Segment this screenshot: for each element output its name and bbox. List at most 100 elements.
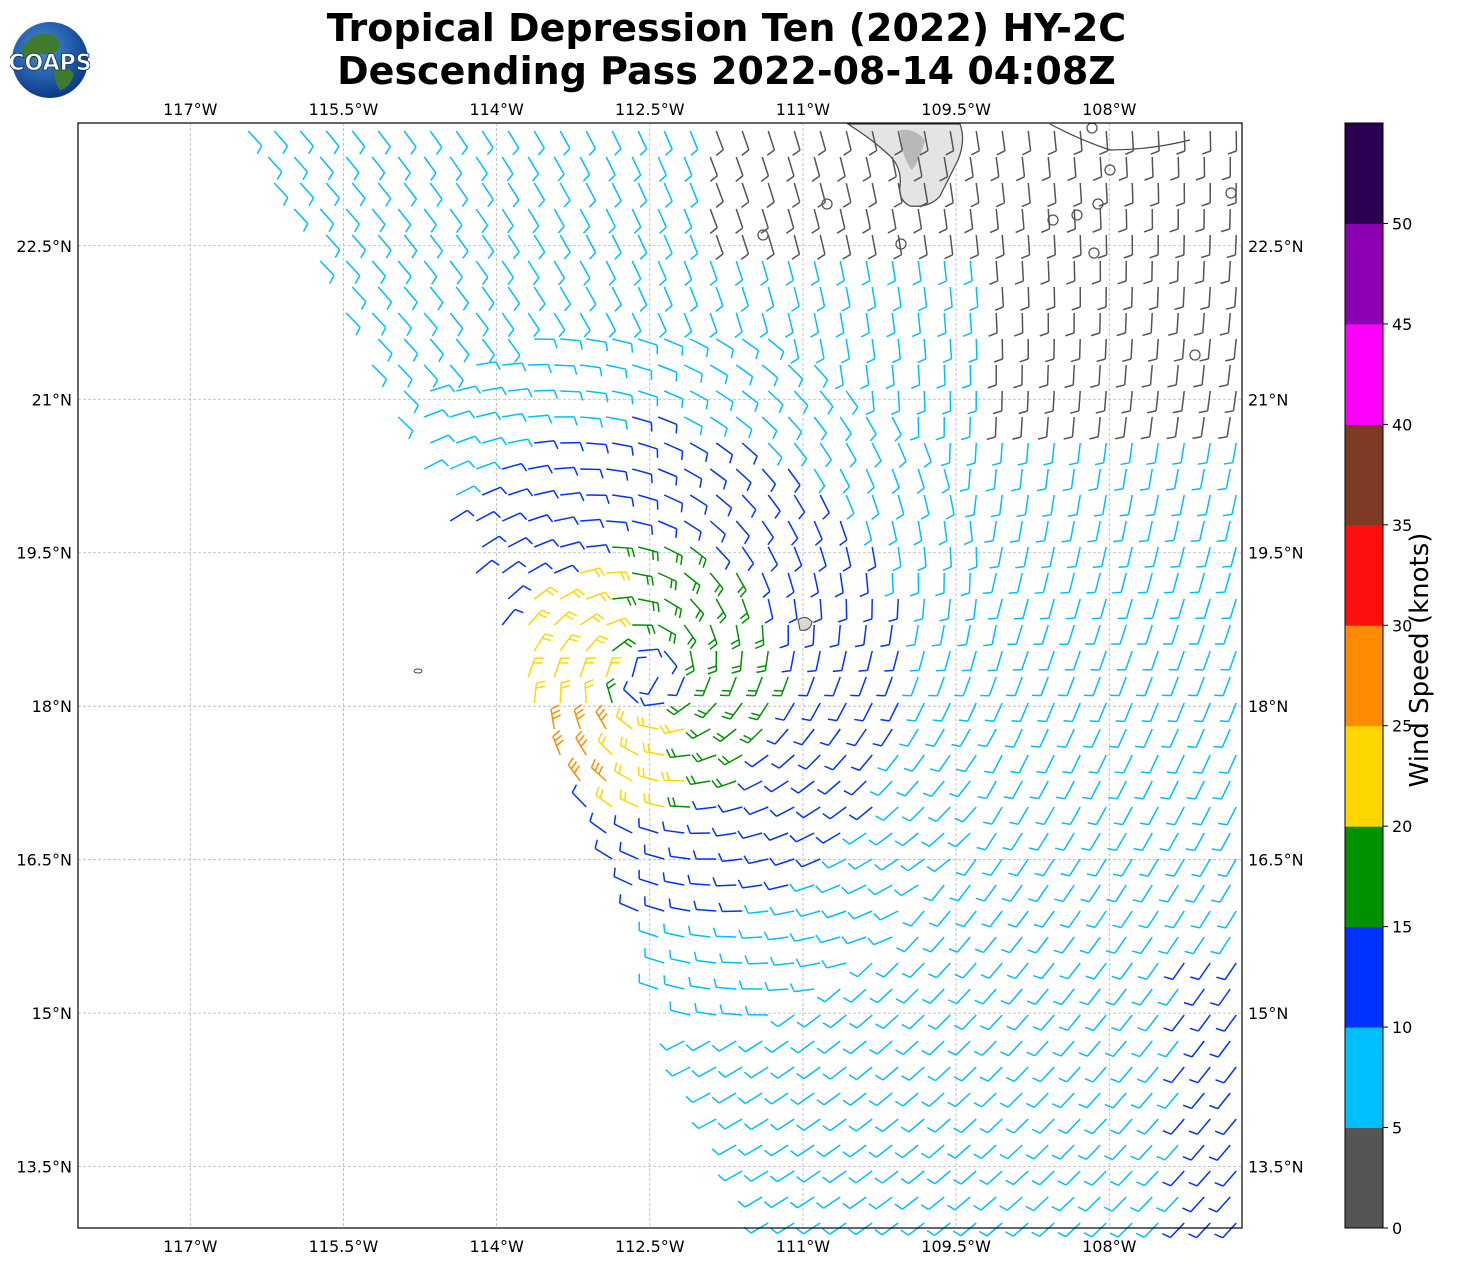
wind-barb [996,130,1006,156]
wind-barb [1138,572,1153,594]
wind-barb [769,956,795,967]
wind-barb [397,312,413,337]
wind-barb [1187,728,1205,749]
wind-barb [926,1170,951,1185]
wind-barb [954,676,971,697]
wind-barb [586,494,610,505]
wind-barb [455,130,469,156]
wind-barb [1142,312,1153,337]
wind-barb [689,286,699,312]
wind-barb [1081,832,1101,851]
wind-barb [917,338,927,364]
wind-barb [795,858,821,868]
wind-barb [1037,416,1049,440]
wind-barb [709,416,728,437]
wind-barb [611,234,622,260]
lat-tick-label-right: 22.5°N [1248,237,1304,256]
wind-barb [1110,676,1127,697]
wind-barb [989,260,999,286]
wind-barb [938,208,948,234]
wind-barb [663,390,684,408]
wind-barb [848,806,873,821]
wind-barb [781,650,795,673]
wind-barb [585,286,597,312]
wind-barb [869,780,893,797]
wind-barb [990,494,1003,518]
wind-barb [586,390,609,403]
wind-barb [842,1092,867,1106]
wind-barb [1182,1144,1205,1161]
wind-barb [619,736,639,756]
wind-barb [979,1066,1003,1082]
wind-barb [842,1196,867,1210]
wind-barb [1217,468,1231,491]
wind-barb [893,884,919,897]
wind-barb [689,182,699,208]
wind-barb [863,598,873,623]
wind-barb [942,546,953,571]
wind-barb [377,286,393,311]
wind-barb [1105,936,1127,955]
wind-barb [789,883,815,892]
wind-barb [528,464,553,474]
title-line-1: Tropical Depression Ten (2022) HY-2C [326,6,1127,50]
wind-barb [868,832,893,846]
wind-barb [766,728,789,745]
wind-barb [1092,546,1107,569]
wind-barb [1063,702,1081,723]
wind-barb [1045,338,1055,363]
wind-barb [1089,702,1107,723]
wind-barb [863,520,873,546]
wind-barb [449,509,475,522]
wind-barb [1078,1092,1101,1109]
wind-barb [689,338,709,358]
wind-barb [299,130,314,155]
wind-barb [449,460,476,470]
wind-barb [663,923,685,938]
wind-barb [735,208,744,234]
wind-barb [789,983,815,993]
wind-barb [449,156,463,182]
wind-barb [554,516,579,526]
wind-barb [760,156,770,182]
wind-barb [987,650,1003,672]
wind-barb [1020,234,1031,260]
wind-barb [585,635,608,652]
wind-barb [921,1092,945,1107]
calm-wind-circle [1086,122,1098,134]
wind-barb [892,286,902,312]
wind-barb [1061,806,1081,826]
wind-barb [1159,832,1179,852]
wind-barb [822,1170,847,1184]
wind-barb [715,234,724,260]
wind-barb [921,988,945,1005]
wind-barb [862,208,872,234]
wind-barb [1014,260,1025,285]
wind-barb [913,598,925,622]
wind-barb [949,780,971,798]
wind-barb [501,608,524,626]
wind-barb [939,598,951,622]
lat-tick-label-left: 22.5°N [16,237,72,256]
wind-barb [533,182,546,208]
wind-barb [1190,910,1211,929]
wind-barb [345,260,361,285]
wind-barb [1227,182,1237,207]
wind-barb [1009,520,1023,543]
wind-barb [1073,130,1083,156]
wind-barb [533,234,546,260]
wind-barb [956,754,977,773]
wind-barb [1163,1014,1185,1032]
wind-barb [1195,208,1205,233]
wind-barb [423,208,437,233]
wind-barb [579,156,591,182]
wind-barb [1197,442,1211,465]
wind-barb [1150,130,1160,155]
wind-barb [1062,754,1081,774]
wind-barb [1215,1014,1237,1032]
wind-barb [953,1118,977,1134]
wind-barb [1109,1170,1133,1187]
wind-barb [1156,1144,1179,1161]
wind-barb [1032,1066,1055,1083]
